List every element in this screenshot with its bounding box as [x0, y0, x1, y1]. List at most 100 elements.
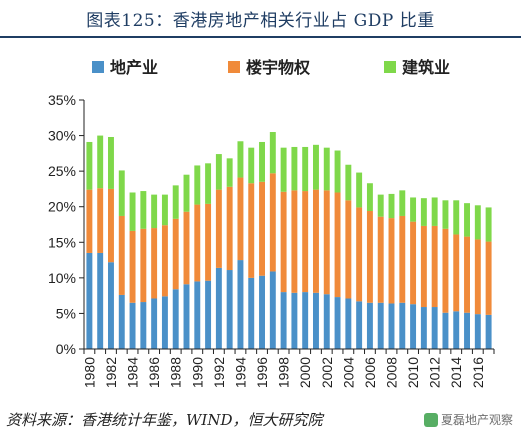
- bar-segment: [259, 141, 265, 182]
- bar-segment: [431, 225, 438, 308]
- bar-segment: [118, 170, 125, 216]
- bar-segment: [485, 241, 492, 315]
- bar-segment: [161, 225, 168, 297]
- bar-segment: [118, 215, 125, 295]
- bar-segment: [464, 203, 470, 237]
- bar-segment: [140, 302, 147, 349]
- bar-segment: [366, 210, 373, 303]
- bar-segment: [366, 302, 373, 349]
- bar-segment: [302, 292, 309, 349]
- x-tick-label: 1992: [211, 357, 227, 388]
- bar-segment: [183, 211, 190, 285]
- bar-segment: [97, 252, 104, 349]
- bar-segment: [313, 292, 319, 349]
- stacked-bar-chart: 地产业 楼宇物权 建筑业 0% 5% 10% 15% 20% 25% 30% 35% 1980 1982…: [48, 58, 495, 388]
- bar-segment: [97, 188, 104, 253]
- bar-segment: [420, 198, 427, 226]
- bar-segment: [345, 298, 352, 349]
- bar-segment: [108, 188, 114, 263]
- x-tick-label: 1990: [189, 357, 205, 388]
- bar-segment: [151, 298, 158, 349]
- bar-segment: [345, 164, 352, 201]
- bar-segment: [226, 270, 233, 349]
- x-tick-label: 2010: [405, 357, 421, 388]
- bar-segment: [420, 225, 427, 308]
- y-tick-label: 15%: [48, 234, 76, 250]
- legend-swatch: [92, 61, 104, 73]
- bar-segment: [356, 172, 363, 208]
- bar-segment: [410, 221, 417, 305]
- watermark-text: 夏磊地产观察: [440, 413, 513, 427]
- bar-segment: [151, 228, 158, 299]
- bar-segment: [194, 165, 201, 205]
- bar-segment: [399, 302, 406, 349]
- bar-segment: [248, 277, 255, 349]
- watermark: 夏磊地产观察: [423, 411, 513, 428]
- bar-segment: [194, 281, 201, 349]
- legend-label: 地产业: [110, 58, 158, 77]
- bar-segment: [205, 163, 212, 204]
- bar-segment: [86, 252, 93, 349]
- bar-segment: [226, 158, 233, 187]
- y-tick-label: 30%: [48, 128, 76, 144]
- bar-segment: [302, 146, 309, 192]
- bar-segment: [474, 314, 481, 349]
- bar-segment: [140, 191, 147, 229]
- y-tick-label: 10%: [48, 270, 76, 286]
- bar-segment: [129, 192, 136, 231]
- bar-segment: [431, 307, 438, 349]
- bar-segment: [269, 173, 276, 272]
- y-tick-label: 5%: [56, 305, 76, 321]
- bar-segment: [269, 271, 276, 349]
- bar-segment: [464, 236, 470, 313]
- bar-segment: [366, 183, 373, 211]
- bar-segment: [377, 302, 384, 349]
- x-tick-label: 1998: [276, 357, 292, 388]
- bar-segment: [323, 294, 330, 349]
- legend-swatch: [228, 61, 240, 73]
- x-tick-label: 1982: [103, 357, 119, 388]
- bar-segment: [183, 174, 190, 212]
- bar-segment: [377, 216, 384, 303]
- bar-segment: [388, 193, 395, 219]
- bar-segment: [151, 194, 158, 229]
- y-tick-label: 0%: [56, 341, 76, 357]
- x-tick-label: 2002: [319, 357, 335, 388]
- bar-segment: [442, 200, 449, 229]
- y-tick-label: 35%: [48, 92, 76, 108]
- bar-segment: [86, 189, 93, 253]
- bar-segment: [388, 218, 395, 304]
- bar-segment: [237, 141, 244, 178]
- bar-segment: [399, 190, 406, 216]
- bar-segment: [172, 289, 179, 349]
- bar-segment: [323, 190, 330, 295]
- bar-segment: [356, 301, 363, 349]
- bar-segment: [129, 230, 136, 303]
- bar-segment: [388, 303, 395, 349]
- bar-segment: [313, 189, 319, 293]
- bar-segment: [442, 312, 449, 349]
- bar-segment: [377, 194, 384, 217]
- bar-segment: [108, 136, 114, 189]
- x-tick-label: 2012: [427, 357, 443, 388]
- bar-segment: [161, 296, 168, 349]
- bar-segment: [334, 297, 341, 349]
- source-note: 资料来源：香港统计年鉴，WIND，恒大研究院: [6, 411, 323, 429]
- x-tick-label: 2000: [297, 357, 313, 388]
- y-tick-label: 20%: [48, 199, 76, 215]
- bar-segment: [453, 234, 460, 312]
- bar-segment: [453, 311, 460, 349]
- bar-segment: [248, 147, 255, 184]
- bar-segment: [237, 260, 244, 349]
- bar-segment: [129, 302, 136, 349]
- bar-segment: [215, 154, 222, 190]
- x-tick-label: 2014: [448, 357, 464, 388]
- x-tick-label: 1986: [146, 357, 162, 388]
- x-tick-label: 1994: [232, 357, 248, 388]
- bar-segment: [291, 190, 298, 293]
- bar-segment: [313, 144, 319, 190]
- bar-segment: [464, 312, 470, 349]
- bar-segment: [453, 200, 460, 235]
- bar-segment: [399, 215, 406, 303]
- bar-segment: [291, 292, 298, 349]
